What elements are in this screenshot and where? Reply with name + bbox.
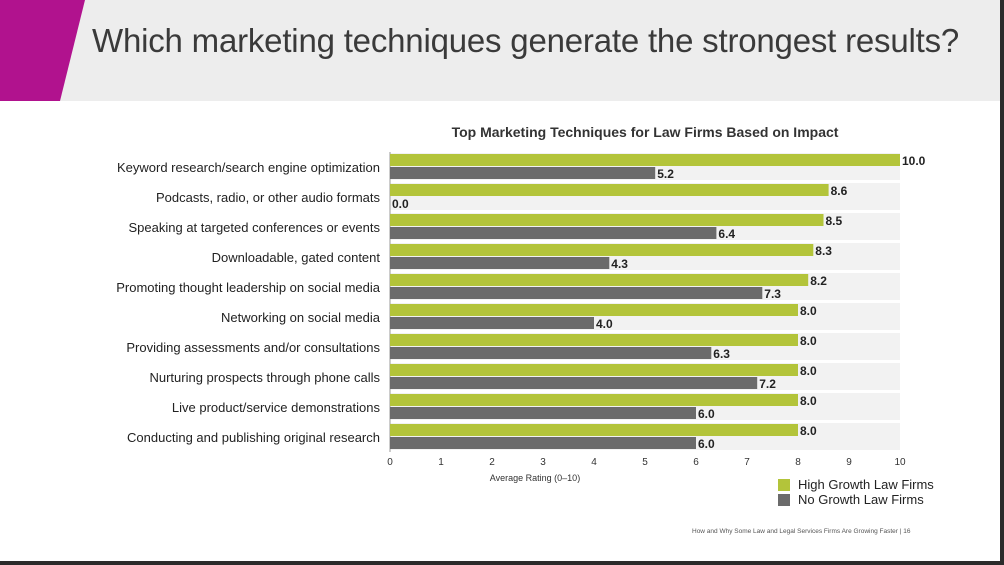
data-label-no-growth: 4.3 xyxy=(611,257,628,271)
category-label: Live product/service demonstrations xyxy=(172,400,381,415)
data-label-high-growth: 8.6 xyxy=(831,184,848,198)
chart-title: Top Marketing Techniques for Law Firms B… xyxy=(451,124,839,140)
slide-title: Which marketing techniques generate the … xyxy=(92,22,960,59)
legend-label-high-growth: High Growth Law Firms xyxy=(798,477,934,492)
category-label: Promoting thought leadership on social m… xyxy=(116,280,381,295)
slide-footer: How and Why Some Law and Legal Services … xyxy=(692,528,911,535)
legend-label-no-growth: No Growth Law Firms xyxy=(798,492,924,507)
bar-high-growth xyxy=(390,304,798,316)
header-band xyxy=(0,0,1004,101)
x-tick-label: 0 xyxy=(387,457,393,468)
data-label-high-growth: 10.0 xyxy=(902,154,926,168)
x-tick-label: 4 xyxy=(591,457,597,468)
x-tick-label: 9 xyxy=(846,457,852,468)
category-label: Networking on social media xyxy=(221,310,381,325)
bar-no-growth xyxy=(390,407,696,419)
bar-high-growth xyxy=(390,424,798,436)
category-label: Podcasts, radio, or other audio formats xyxy=(156,190,381,205)
x-tick-label: 8 xyxy=(795,457,801,468)
category-label: Downloadable, gated content xyxy=(212,250,381,265)
bar-no-growth xyxy=(390,437,696,449)
bar-high-growth xyxy=(390,154,900,166)
data-label-high-growth: 8.0 xyxy=(800,304,817,318)
data-label-no-growth: 7.3 xyxy=(764,287,781,301)
data-label-no-growth: 7.2 xyxy=(759,377,776,391)
data-label-high-growth: 8.5 xyxy=(826,214,843,228)
category-label: Nurturing prospects through phone calls xyxy=(149,370,380,385)
data-label-high-growth: 8.3 xyxy=(815,244,832,258)
x-tick-label: 3 xyxy=(540,457,546,468)
data-label-no-growth: 5.2 xyxy=(657,167,674,181)
legend-item-high-growth: High Growth Law Firms xyxy=(778,477,934,492)
x-tick-label: 10 xyxy=(894,457,906,468)
legend-item-no-growth: No Growth Law Firms xyxy=(778,492,934,507)
category-label: Keyword research/search engine optimizat… xyxy=(117,160,380,175)
data-label-high-growth: 8.0 xyxy=(800,424,817,438)
category-label: Conducting and publishing original resea… xyxy=(127,430,380,445)
chart-legend: High Growth Law Firms No Growth Law Firm… xyxy=(778,477,934,507)
bar-no-growth xyxy=(390,317,594,329)
bar-no-growth xyxy=(390,377,758,389)
data-label-no-growth: 0.0 xyxy=(392,197,409,211)
data-label-no-growth: 6.0 xyxy=(698,407,715,421)
data-label-high-growth: 8.2 xyxy=(810,274,827,288)
x-tick-label: 5 xyxy=(642,457,648,468)
frame-right-edge xyxy=(1000,0,1004,565)
bar-no-growth xyxy=(390,287,763,299)
bar-high-growth xyxy=(390,364,798,376)
bar-high-growth xyxy=(390,394,798,406)
data-label-high-growth: 8.0 xyxy=(800,364,817,378)
legend-swatch-high-growth xyxy=(778,478,790,491)
x-tick-label: 1 xyxy=(438,457,444,468)
data-label-no-growth: 6.3 xyxy=(713,347,730,361)
bar-high-growth xyxy=(390,184,829,196)
bar-high-growth xyxy=(390,214,824,226)
accent-shape xyxy=(0,0,85,101)
data-label-no-growth: 6.0 xyxy=(698,437,715,451)
frame-bottom-edge xyxy=(0,561,1004,565)
bar-no-growth xyxy=(390,347,712,359)
x-tick-label: 6 xyxy=(693,457,699,468)
bar-high-growth xyxy=(390,274,809,286)
bar-high-growth xyxy=(390,244,814,256)
category-label: Providing assessments and/or consultatio… xyxy=(126,340,380,355)
bar-no-growth xyxy=(390,227,717,239)
x-axis-label: Average Rating (0–10) xyxy=(490,473,580,483)
legend-swatch-no-growth xyxy=(778,493,790,506)
data-label-no-growth: 4.0 xyxy=(596,317,613,331)
x-tick-label: 2 xyxy=(489,457,495,468)
bar-no-growth xyxy=(390,167,656,179)
category-label: Speaking at targeted conferences or even… xyxy=(129,220,381,235)
data-label-no-growth: 6.4 xyxy=(718,227,735,241)
bar-high-growth xyxy=(390,334,798,346)
data-label-high-growth: 8.0 xyxy=(800,394,817,408)
x-tick-label: 7 xyxy=(744,457,750,468)
bar-no-growth xyxy=(390,257,610,269)
data-label-high-growth: 8.0 xyxy=(800,334,817,348)
